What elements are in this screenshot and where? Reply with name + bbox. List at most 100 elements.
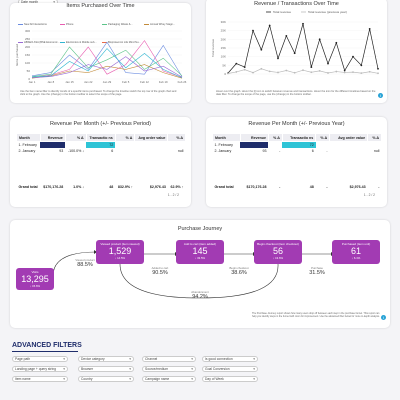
- journey-start-box[interactable]: Visits 13,295 ↓ 15.6%: [16, 268, 54, 290]
- y-tick-label: 0: [224, 72, 226, 76]
- rate-label: Abandonment: [191, 290, 209, 294]
- rate-value: 88.5%: [77, 262, 93, 268]
- total-cell: $2,976.43: [149, 184, 166, 189]
- filter-field[interactable]: Device category ▾: [78, 356, 134, 362]
- rate-label: Begin checkout: [229, 266, 249, 270]
- journey-start-label: Visits: [31, 270, 39, 274]
- chevron-down-icon: ▾: [253, 377, 255, 381]
- journey-step-label: Viewed product (item viewed): [100, 242, 140, 246]
- table-cell: [240, 141, 269, 148]
- items-purchased-legend: New All Interactions Phone Packaging Waste…: [18, 13, 188, 49]
- filter-field[interactable]: Goal Conversion ▾: [202, 366, 258, 372]
- column-header[interactable]: Avg order value: [329, 133, 369, 142]
- series-point: [377, 67, 379, 70]
- series-point: [368, 70, 371, 73]
- series-line: [31, 46, 183, 77]
- filter-field[interactable]: Country ▾: [78, 376, 134, 382]
- filter-field[interactable]: Source/medium ▾: [142, 366, 196, 372]
- info-icon[interactable]: i: [381, 315, 386, 320]
- series-line: [31, 41, 183, 77]
- legend-swatch: [102, 41, 107, 43]
- journey-step-add-to-cart[interactable]: Add to cart (item added) 145 ↓ 33.5%: [176, 240, 224, 264]
- filter-field[interactable]: Is good connection ▾: [202, 356, 258, 362]
- table-cell: -100.0% ↓: [67, 148, 85, 153]
- journey-step-purchased[interactable]: Purchased (item unit) 61 ↓ 6.1%: [332, 240, 380, 264]
- filter-field[interactable]: Page path ▾: [12, 356, 68, 362]
- column-header[interactable]: Avg order value: [134, 133, 169, 142]
- series-point: [343, 69, 346, 72]
- journey-step-viewed[interactable]: Viewed product (item viewed) 1,529 ↓ 14.…: [96, 240, 144, 264]
- column-header[interactable]: % Δ: [64, 133, 87, 142]
- series-line: [227, 23, 379, 74]
- legend-item[interactable]: Bioproteomic Life Mind Nu...: [102, 41, 144, 44]
- column-header[interactable]: % Δ: [367, 133, 382, 142]
- legend-item[interactable]: Electronics & Mobile sub...: [60, 41, 102, 44]
- revenue-prev-year-title: Revenue Per Month (+/- Previous Year): [248, 121, 345, 127]
- filter-field[interactable]: Campaign name ▾: [142, 376, 196, 382]
- legend-item[interactable]: Packaging Waste &...: [102, 23, 144, 26]
- series-point: [377, 72, 379, 75]
- series-point: [302, 22, 304, 25]
- column-header[interactable]: Transactio ns: [281, 133, 317, 142]
- filter-field[interactable]: Channel ▾: [142, 356, 196, 362]
- legend-item[interactable]: HBSEO ASA (BSE Economic...: [18, 41, 60, 44]
- table-header-row: Month Revenue% Δ Transactio ns% Δ Avg order…: [16, 133, 186, 142]
- rate-value: 94.2%: [192, 294, 208, 300]
- legend-label: HBSEO ASA (BSE Economic...: [24, 41, 60, 44]
- journey-step-checkout[interactable]: Begin checkout (item checkout) 56 ↓ 13.6…: [254, 240, 302, 264]
- filter-label: Goal Conversion: [205, 367, 230, 371]
- total-cell: $170,176.28: [43, 184, 64, 189]
- series-point: [335, 70, 338, 73]
- revenue-over-time-note: Hover over the graph. Hover the [i] icon…: [216, 90, 376, 97]
- filter-label: Country: [81, 377, 93, 381]
- advanced-filters-title: ADVANCED FILTERS: [12, 342, 82, 349]
- total-cell: -: [378, 184, 380, 189]
- series-point: [302, 69, 304, 72]
- rate-value: 31.5%: [309, 270, 325, 276]
- legend-item[interactable]: Phone: [60, 23, 102, 26]
- legend-item[interactable]: Annual Whey Stagn...: [144, 23, 186, 26]
- filter-field[interactable]: Day of Week ▾: [202, 376, 258, 382]
- chevron-down-icon: ▾: [191, 377, 193, 381]
- total-cell: -: [279, 184, 281, 189]
- column-header[interactable]: Month: [212, 133, 241, 142]
- total-cell: -: [326, 184, 328, 189]
- chevron-down-icon: ▾: [63, 377, 65, 381]
- column-header[interactable]: Transactio ns: [85, 133, 116, 142]
- column-header[interactable]: Revenue: [39, 133, 66, 142]
- y-tick-label: 5K: [222, 63, 226, 67]
- column-header[interactable]: Month: [16, 133, 41, 142]
- info-icon[interactable]: i: [378, 93, 383, 98]
- chevron-down-icon: ▾: [129, 377, 131, 381]
- table-pager[interactable]: 1 - 2 / 2: [167, 193, 179, 197]
- journey-step-change: ↓ 13.6%: [272, 256, 284, 260]
- legend-label: Packaging Waste &...: [108, 23, 133, 26]
- total-cell: 1.0% ↓: [73, 184, 85, 189]
- table-cell: 1. February: [18, 142, 37, 147]
- column-header[interactable]: Revenue: [239, 133, 269, 142]
- column-header[interactable]: % Δ: [315, 133, 331, 142]
- y-tick-label: 0: [28, 77, 30, 81]
- table-row: 1. February 72: [213, 141, 382, 148]
- journey-step-change: ↓ 33.5%: [194, 256, 206, 260]
- column-header[interactable]: % Δ: [114, 133, 136, 142]
- y-tick-label: 50: [27, 69, 31, 73]
- series-point: [243, 68, 246, 71]
- y-tick-label: 200: [25, 45, 30, 49]
- series-point: [277, 57, 279, 60]
- journey-start-value: 13,295: [21, 274, 49, 284]
- filter-field[interactable]: Browser ▾: [78, 366, 134, 372]
- filter-field[interactable]: Landing page + query string ▾: [12, 366, 68, 372]
- column-header[interactable]: % Δ: [167, 133, 186, 142]
- filter-field[interactable]: Item name ▾: [12, 376, 68, 382]
- y-tick-label: 10K: [221, 55, 226, 59]
- y-tick-label: 100: [25, 61, 30, 65]
- filter-label: Campaign name: [145, 377, 170, 381]
- legend-label: Total revenue: [273, 10, 291, 14]
- y-axis-label: Total revenue: [211, 39, 215, 57]
- table-pager[interactable]: 1 - 2 / 2: [363, 193, 375, 197]
- column-header[interactable]: % Δ: [267, 133, 283, 142]
- legend-swatch: [144, 23, 149, 25]
- legend-item[interactable]: New All Interactions: [18, 23, 60, 26]
